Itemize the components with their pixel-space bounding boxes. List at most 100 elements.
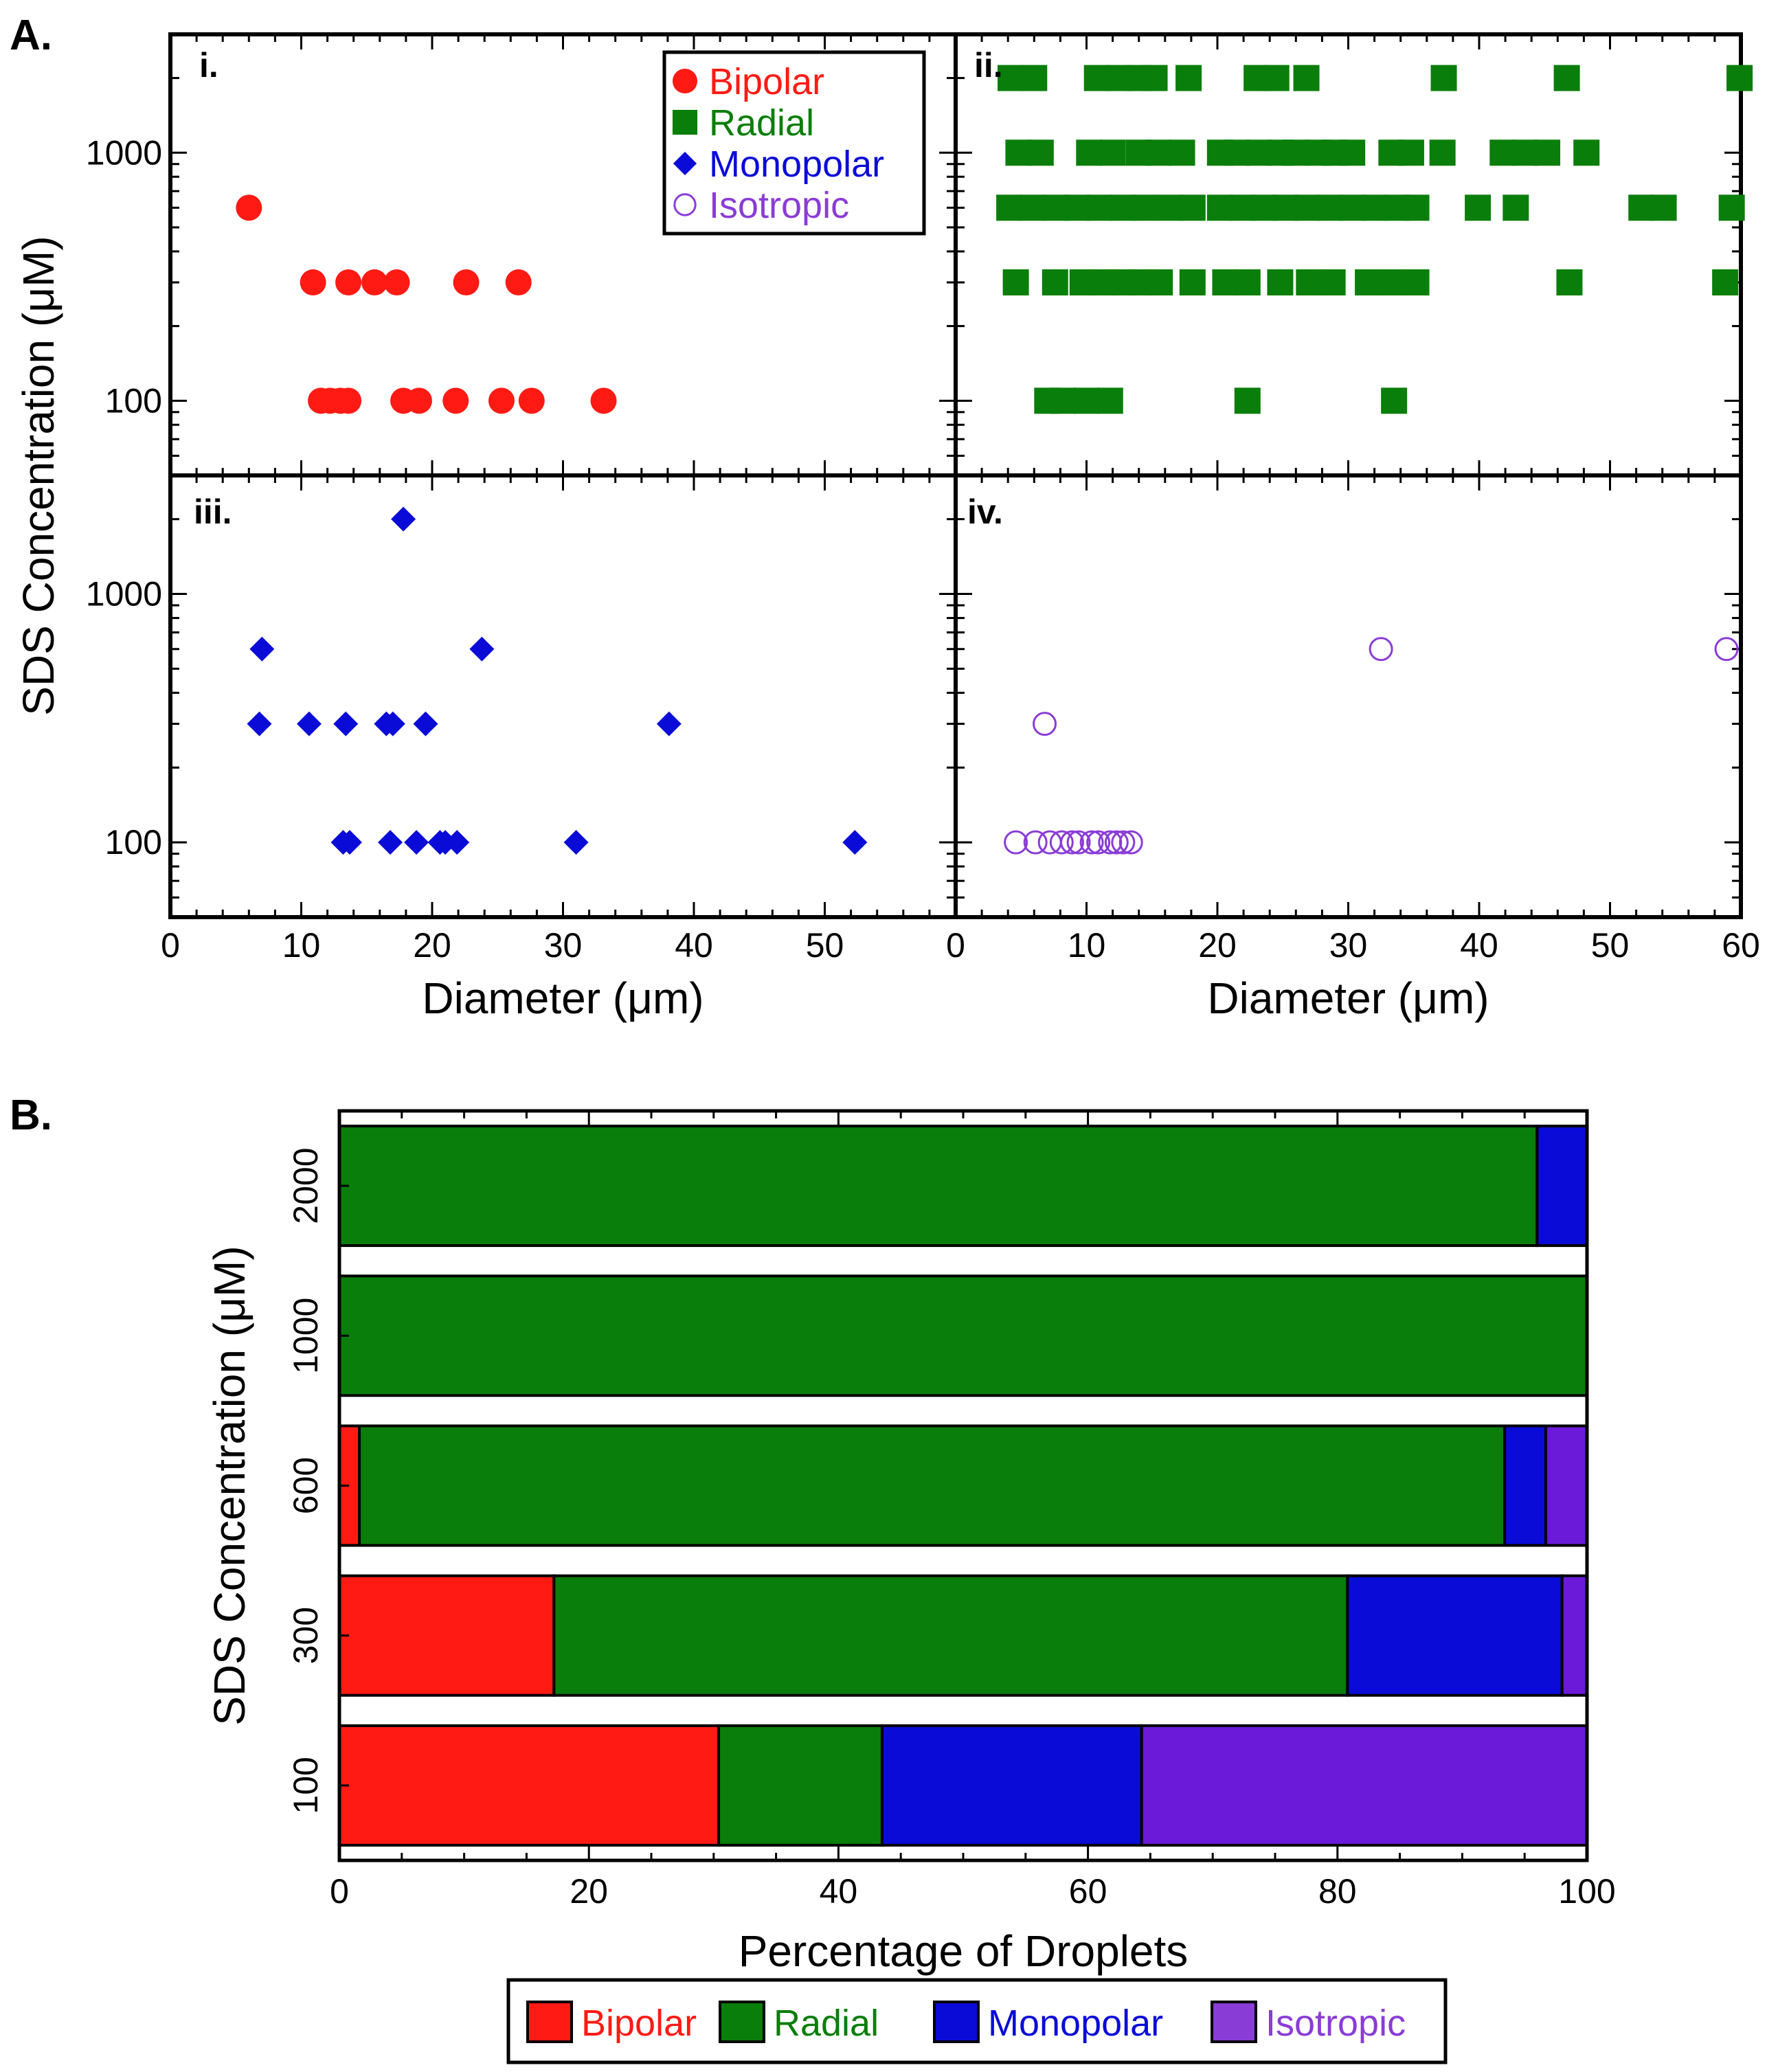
monopolar-point bbox=[656, 711, 682, 736]
legend-b-label-monopolar: Monopolar bbox=[988, 2003, 1163, 2044]
radial-point bbox=[1179, 269, 1206, 296]
bipolar-point bbox=[236, 194, 262, 221]
radial-point bbox=[1050, 387, 1077, 414]
radial-point bbox=[1169, 139, 1195, 166]
radial-point bbox=[1263, 65, 1290, 91]
x-tick-label: 50 bbox=[1591, 926, 1630, 965]
bar-segment-isotropic-100 bbox=[1140, 1724, 1588, 1847]
radial-point bbox=[1229, 194, 1256, 221]
radial-point bbox=[1355, 269, 1382, 296]
bar-segment-radial-100 bbox=[717, 1724, 884, 1847]
legend-a-label-monopolar: Monopolar bbox=[709, 144, 884, 185]
x-axis-title-left: Diameter (μm) bbox=[422, 973, 704, 1023]
bipolar-point bbox=[405, 387, 432, 414]
radial-point bbox=[1096, 387, 1123, 414]
radial-point bbox=[1628, 194, 1655, 221]
radial-point bbox=[1132, 194, 1159, 221]
radial-point bbox=[1234, 269, 1261, 296]
radial-point bbox=[1502, 194, 1529, 221]
radial-point bbox=[1206, 194, 1233, 221]
bar-segment-radial-300 bbox=[552, 1574, 1349, 1697]
radial-point bbox=[1339, 194, 1366, 221]
isotropic-point bbox=[1049, 830, 1074, 855]
x-axis-title-right: Diameter (μm) bbox=[1207, 973, 1489, 1023]
y-tick-label: 1000 bbox=[86, 575, 162, 613]
bipolar-point bbox=[383, 269, 410, 296]
monopolar-point bbox=[413, 711, 438, 736]
x-tick-label: 50 bbox=[806, 926, 844, 965]
radial-point bbox=[1179, 194, 1206, 221]
isotropic-point bbox=[1060, 830, 1085, 855]
panel-b-legend: Bipolar Radial Monopolar Isotropic bbox=[506, 1978, 1448, 2064]
radial-point bbox=[1005, 139, 1032, 166]
radial-point bbox=[1145, 139, 1172, 166]
radial-point bbox=[1296, 269, 1323, 296]
isotropic-point bbox=[1098, 830, 1123, 855]
monopolar-point bbox=[247, 711, 272, 736]
radial-point bbox=[1489, 139, 1516, 166]
x-tick-label: 20 bbox=[413, 926, 451, 965]
radial-point bbox=[998, 65, 1024, 91]
radial-point bbox=[1403, 194, 1430, 221]
radial-point bbox=[1339, 139, 1366, 166]
bipolar-point bbox=[361, 269, 388, 296]
isotropic-point bbox=[1066, 830, 1091, 855]
subplot-label: iv. bbox=[967, 493, 1003, 531]
bar-segment-radial-2000 bbox=[338, 1125, 1539, 1248]
monopolar-point bbox=[333, 711, 359, 736]
bar-segment-radial-600 bbox=[358, 1424, 1507, 1547]
x-axis-title: Percentage of Droplets bbox=[739, 1926, 1189, 1976]
y-tick-label: 1000 bbox=[86, 133, 162, 172]
x-tick-label: 40 bbox=[820, 1872, 858, 1911]
legend-b-swatch-bipolar bbox=[526, 2001, 573, 2043]
radial-point bbox=[1294, 194, 1321, 221]
radial-point bbox=[1650, 194, 1677, 221]
monopolar-point bbox=[391, 506, 416, 532]
legend-a-marker-bipolar bbox=[672, 68, 698, 94]
radial-point bbox=[1234, 387, 1261, 414]
legend-b-label-isotropic: Isotropic bbox=[1265, 2003, 1406, 2044]
y-axis-title: SDS Concentration (μM) bbox=[14, 236, 63, 715]
y-tick-label: 100 bbox=[105, 381, 162, 420]
radial-point bbox=[1267, 269, 1294, 296]
radial-point bbox=[1380, 269, 1406, 296]
x-tick-label: 100 bbox=[1558, 1872, 1615, 1911]
monopolar-point bbox=[563, 830, 589, 855]
legend-a-marker-radial bbox=[672, 109, 698, 135]
radial-point bbox=[1042, 269, 1068, 296]
bar-segment-bipolar-100 bbox=[338, 1724, 721, 1847]
x-tick-label: 40 bbox=[1460, 926, 1498, 965]
bar-segment-bipolar-300 bbox=[338, 1574, 556, 1697]
monopolar-point bbox=[249, 636, 275, 662]
bar-segment-monopolar-2000 bbox=[1535, 1125, 1589, 1248]
radial-point bbox=[1212, 269, 1239, 296]
monopolar-point bbox=[337, 830, 362, 855]
radial-point bbox=[1726, 65, 1753, 91]
y-category-label: 300 bbox=[286, 1607, 325, 1664]
subplot-label: ii. bbox=[974, 46, 1003, 85]
bar-segment-isotropic-300 bbox=[1560, 1574, 1588, 1697]
isotropic-point bbox=[1004, 830, 1028, 855]
panel-a-labels: 100 1000 100 1000 0 10 20 30 40 50 0 10 20 30 40 50 60 Di… bbox=[14, 46, 1760, 1023]
bipolar-point bbox=[300, 269, 326, 296]
x-tick-label: 60 bbox=[1069, 1872, 1107, 1911]
legend-a-marker-isotropic bbox=[673, 193, 697, 216]
bar-segment-radial-1000 bbox=[338, 1274, 1588, 1397]
bipolar-point bbox=[335, 387, 362, 414]
x-tick-label: 0 bbox=[330, 1872, 349, 1911]
monopolar-point bbox=[380, 711, 405, 736]
bipolar-point bbox=[488, 387, 515, 414]
radial-point bbox=[1086, 194, 1113, 221]
radial-point bbox=[1073, 387, 1100, 414]
legend-a-label-isotropic: Isotropic bbox=[709, 185, 849, 226]
radial-point bbox=[1283, 139, 1309, 166]
monopolar-point bbox=[444, 830, 470, 855]
radial-point bbox=[1361, 194, 1388, 221]
y-category-label: 2000 bbox=[286, 1147, 325, 1224]
legend-a-label-radial: Radial bbox=[709, 102, 814, 144]
radial-point bbox=[1076, 139, 1103, 166]
radial-point bbox=[1147, 269, 1173, 296]
panel-a-scatter-grid: 100 1000 100 1000 0 10 20 30 40 50 0 10 20 30 40 50 60 Di… bbox=[14, 32, 1760, 1023]
radial-point bbox=[1712, 269, 1739, 296]
